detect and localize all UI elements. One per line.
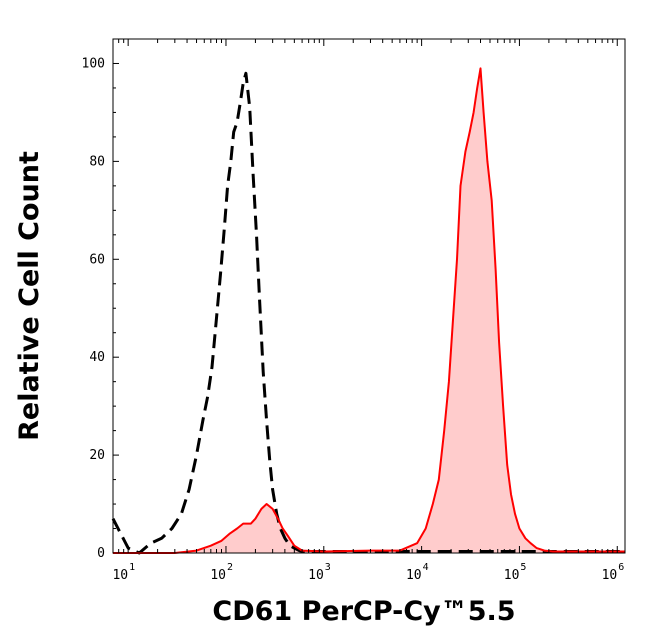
y-tick-label: 0 xyxy=(97,546,105,561)
y-tick-label: 80 xyxy=(89,154,105,169)
plot-frame xyxy=(112,38,626,554)
x-tick-label: 10 xyxy=(406,568,422,583)
series-1-line xyxy=(113,67,625,554)
y-tick-label: 40 xyxy=(89,350,105,365)
series-1-fill xyxy=(113,68,625,554)
series-fills xyxy=(113,68,625,554)
x-tick-exponent: 4 xyxy=(423,562,429,573)
y-tick-label: 20 xyxy=(89,448,105,463)
series-lines xyxy=(111,67,625,555)
x-axis-title: CD61 PerCP-Cy™5.5 xyxy=(212,596,515,627)
x-tick-label: 10 xyxy=(504,568,520,583)
x-tick-label: 10 xyxy=(602,568,618,583)
y-axis: 0 20 40 60 80 100 xyxy=(82,56,119,561)
x-tick-exponent: 3 xyxy=(325,562,331,573)
x-tick-exponent: 6 xyxy=(618,562,624,573)
x-tick-exponent: 5 xyxy=(520,562,526,573)
series-0-line xyxy=(111,71,625,555)
x-tick-label: 10 xyxy=(112,568,128,583)
x-tick-label: 10 xyxy=(210,568,226,583)
x-tick-exponent: 1 xyxy=(129,562,135,573)
y-axis-title: Relative Cell Count xyxy=(14,151,45,441)
y-tick-label: 100 xyxy=(82,56,105,71)
y-tick-label: 60 xyxy=(89,252,105,267)
x-tick-label: 10 xyxy=(308,568,324,583)
x-tick-exponent: 2 xyxy=(227,562,233,573)
